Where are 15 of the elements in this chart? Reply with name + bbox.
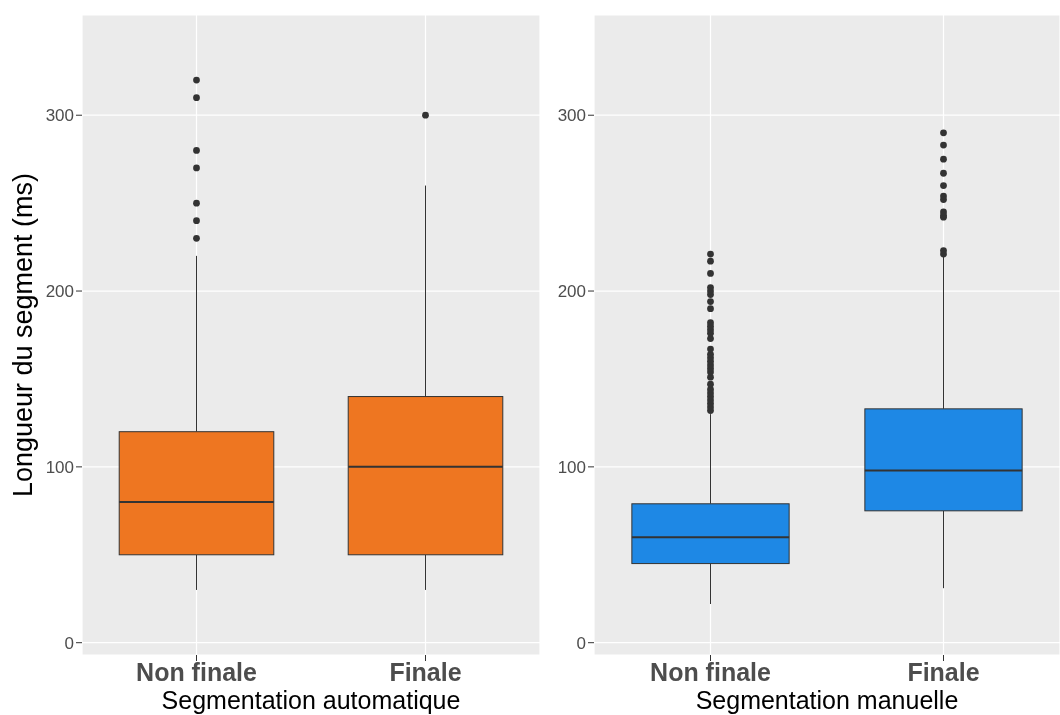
x-axis-title: Segmentation manuelle [695, 686, 959, 714]
x-tick-label: Finale [907, 657, 980, 686]
y-tick-label: 100 [557, 457, 586, 477]
y-tick-label: 300 [557, 106, 586, 126]
y-tick-label: 0 [64, 633, 74, 653]
x-tick-label: Non finale [650, 657, 772, 686]
y-tick-label: 0 [576, 633, 586, 653]
x-tick-label: Non finale [136, 657, 258, 686]
y-tick-label: 300 [45, 106, 74, 126]
x-tick-label: Finale [389, 657, 462, 686]
y-tick-label: 100 [45, 457, 74, 477]
y-axis-title: Longueur du segment (ms) [7, 172, 38, 498]
y-tick-label: 200 [557, 282, 586, 302]
y-tick-label: 200 [45, 282, 74, 302]
x-axis-title: Segmentation automatique [161, 686, 461, 714]
